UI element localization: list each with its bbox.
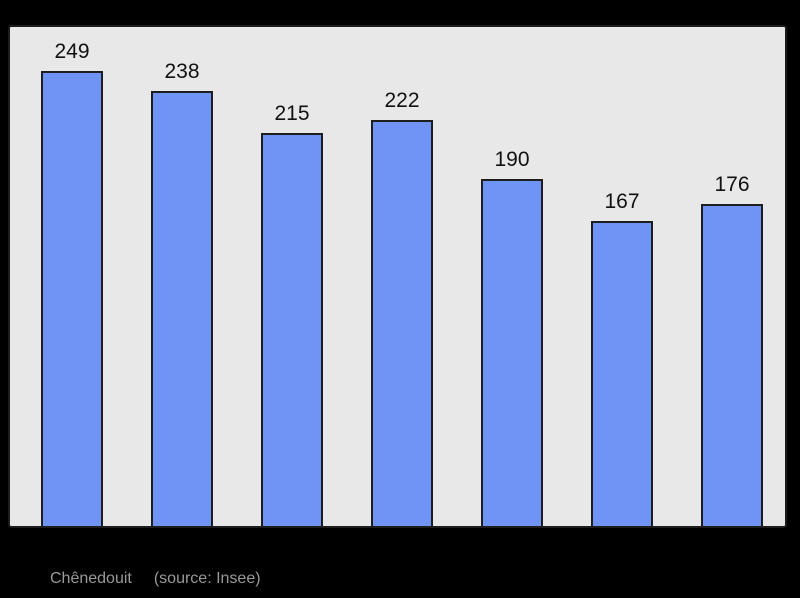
bar-value-label: 222 xyxy=(384,89,420,112)
bar xyxy=(41,71,103,526)
footer-source: (source: Insee) xyxy=(153,570,261,587)
bar xyxy=(591,221,653,526)
bar xyxy=(481,179,543,526)
bar-value-label: 249 xyxy=(54,40,90,63)
footer-commune-name: Chênedouit xyxy=(50,570,132,587)
bar xyxy=(261,133,323,526)
bar xyxy=(701,204,763,526)
bar xyxy=(151,91,213,526)
plot-area: 249 238 215 222 190 167 176 xyxy=(8,25,787,528)
bar-value-label: 215 xyxy=(274,102,310,125)
bar-value-label: 176 xyxy=(714,173,750,196)
bar-value-label: 238 xyxy=(164,60,200,83)
bar-value-label: 190 xyxy=(494,148,530,171)
chart-footer: Chênedouit (source: Insee) xyxy=(50,570,261,588)
bar-value-label: 167 xyxy=(604,190,640,213)
bar xyxy=(371,120,433,526)
